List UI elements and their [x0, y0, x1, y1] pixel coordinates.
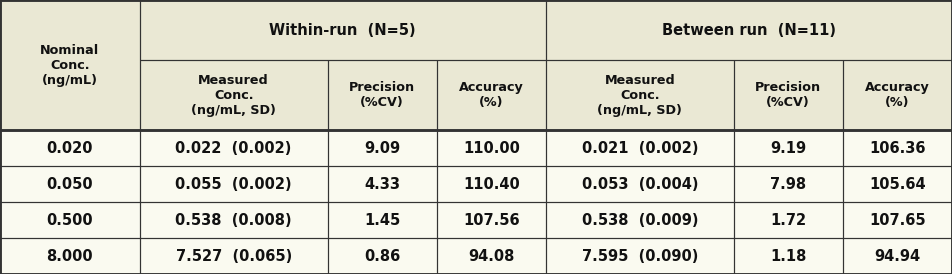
Text: Accuracy
(%): Accuracy (%) [459, 81, 524, 109]
Bar [734, 130, 843, 166]
Text: 0.500: 0.500 [47, 213, 93, 227]
Bar [0, 166, 140, 202]
Bar [140, 130, 327, 166]
Text: 7.527  (0.065): 7.527 (0.065) [175, 249, 291, 264]
Bar [327, 60, 437, 130]
Bar [545, 202, 734, 238]
Text: 110.00: 110.00 [463, 141, 520, 156]
Text: Precision
(%CV): Precision (%CV) [349, 81, 415, 109]
Text: 0.050: 0.050 [47, 177, 93, 192]
Bar [545, 238, 734, 274]
Bar [843, 60, 952, 130]
Bar [734, 60, 843, 130]
Text: 107.65: 107.65 [869, 213, 925, 227]
Bar [0, 130, 140, 166]
Bar [0, 202, 140, 238]
Text: Between run  (N=11): Between run (N=11) [662, 23, 836, 38]
Bar [437, 166, 545, 202]
Bar [734, 202, 843, 238]
Bar [327, 166, 437, 202]
Bar [437, 238, 545, 274]
Bar [843, 202, 952, 238]
Text: 0.021  (0.002): 0.021 (0.002) [582, 141, 698, 156]
Bar [545, 130, 734, 166]
Text: 110.40: 110.40 [463, 177, 520, 192]
Bar [545, 0, 952, 60]
Text: 0.538  (0.008): 0.538 (0.008) [175, 213, 292, 227]
Bar [327, 130, 437, 166]
Bar [140, 0, 545, 60]
Bar [843, 166, 952, 202]
Bar [843, 238, 952, 274]
Text: 0.538  (0.009): 0.538 (0.009) [582, 213, 698, 227]
Bar [545, 60, 734, 130]
Text: 1.45: 1.45 [364, 213, 400, 227]
Text: 94.94: 94.94 [874, 249, 921, 264]
Text: 1.72: 1.72 [770, 213, 806, 227]
Bar [843, 130, 952, 166]
Text: Nominal
Conc.
(ng/mL): Nominal Conc. (ng/mL) [40, 44, 100, 87]
Bar [437, 202, 545, 238]
Text: 107.56: 107.56 [463, 213, 520, 227]
Text: 0.86: 0.86 [364, 249, 400, 264]
Bar [437, 130, 545, 166]
Bar [437, 60, 545, 130]
Text: 0.053  (0.004): 0.053 (0.004) [582, 177, 698, 192]
Text: Precision
(%CV): Precision (%CV) [755, 81, 822, 109]
Bar [327, 202, 437, 238]
Bar [0, 238, 140, 274]
Text: 105.64: 105.64 [869, 177, 925, 192]
Text: 7.595  (0.090): 7.595 (0.090) [582, 249, 698, 264]
Text: Measured
Conc.
(ng/mL, SD): Measured Conc. (ng/mL, SD) [191, 74, 276, 117]
Text: 9.09: 9.09 [364, 141, 400, 156]
Text: 1.18: 1.18 [770, 249, 806, 264]
Bar [140, 166, 327, 202]
Bar [140, 60, 327, 130]
Text: 8.000: 8.000 [47, 249, 93, 264]
Text: 0.020: 0.020 [47, 141, 93, 156]
Bar [140, 238, 327, 274]
Text: Accuracy
(%): Accuracy (%) [865, 81, 930, 109]
Text: 7.98: 7.98 [770, 177, 806, 192]
Text: 0.022  (0.002): 0.022 (0.002) [175, 141, 292, 156]
Bar [734, 238, 843, 274]
Bar [545, 166, 734, 202]
Bar [140, 202, 327, 238]
Bar [0, 0, 140, 130]
Text: 94.08: 94.08 [468, 249, 514, 264]
Text: 0.055  (0.002): 0.055 (0.002) [175, 177, 292, 192]
Text: Within-run  (N=5): Within-run (N=5) [269, 23, 416, 38]
Text: 4.33: 4.33 [364, 177, 400, 192]
Text: 106.36: 106.36 [869, 141, 925, 156]
Text: 9.19: 9.19 [770, 141, 806, 156]
Bar [327, 238, 437, 274]
Text: Measured
Conc.
(ng/mL, SD): Measured Conc. (ng/mL, SD) [597, 74, 683, 117]
Bar [734, 166, 843, 202]
